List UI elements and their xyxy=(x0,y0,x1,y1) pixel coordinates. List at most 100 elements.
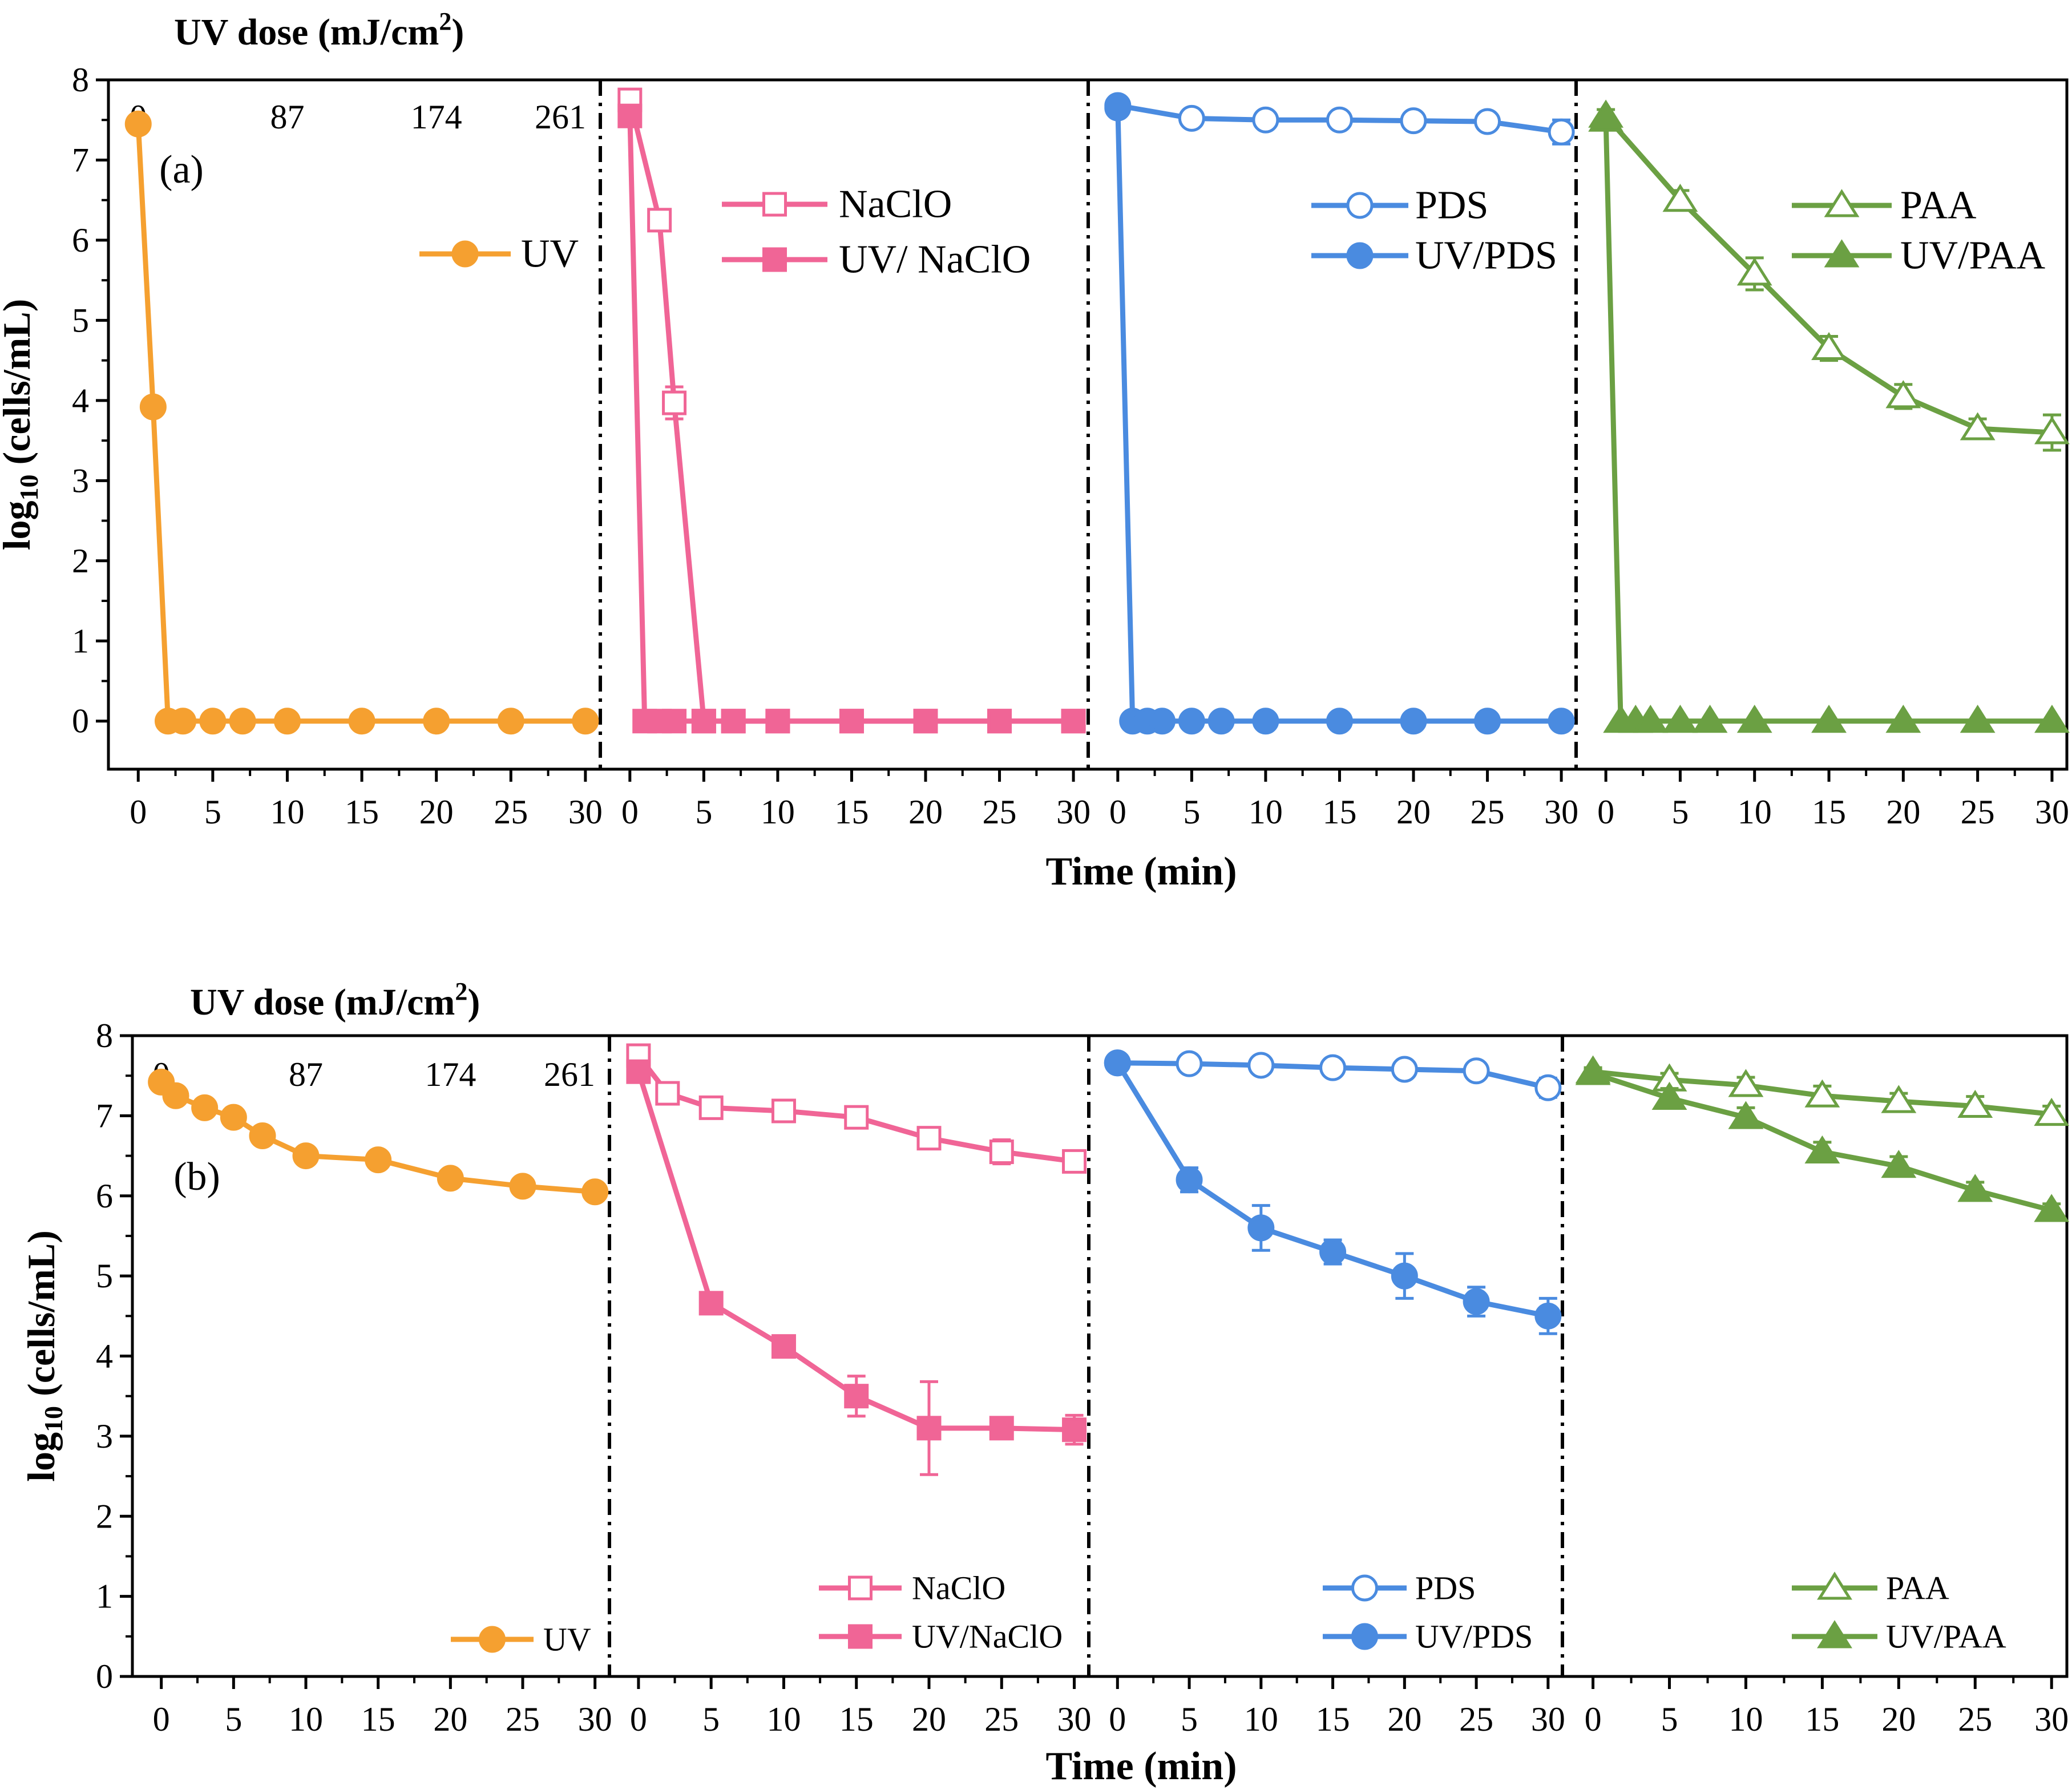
data-point-marker xyxy=(839,709,864,734)
legend-label: PAA xyxy=(1900,184,1977,228)
data-point-marker xyxy=(1326,708,1353,735)
y-tick-label: 1 xyxy=(72,622,89,660)
x-axis-label: Time (min) xyxy=(1045,850,1237,894)
legend-label: UV xyxy=(543,1621,591,1658)
legend-marker xyxy=(1346,242,1374,269)
x-tick-label: 15 xyxy=(361,1700,395,1738)
x-tick-label: 30 xyxy=(578,1700,612,1738)
data-point-marker xyxy=(1391,1056,1418,1083)
y-tick-label: 1 xyxy=(96,1578,113,1615)
data-point-marker xyxy=(249,1122,276,1149)
legend-entry: UV/PDS xyxy=(1323,1618,1533,1655)
data-point-marker xyxy=(124,110,152,138)
x-tick-label: 15 xyxy=(1316,1700,1350,1738)
x-tick-label: 0 xyxy=(153,1700,170,1738)
series-naclo xyxy=(626,1043,1087,1174)
data-point-marker xyxy=(581,1178,609,1206)
uv-dose-tick-label: 87 xyxy=(289,1056,323,1093)
data-point-marker xyxy=(1548,118,1575,146)
x-tick-label: 5 xyxy=(204,793,221,831)
y-tick-label: 6 xyxy=(72,221,89,259)
series-uv-naclo xyxy=(626,1059,1087,1476)
data-point-marker xyxy=(662,709,687,734)
legend-label: PAA xyxy=(1886,1570,1949,1607)
legend-entry: PAA xyxy=(1792,1570,1949,1607)
data-point-marker xyxy=(2034,416,2070,445)
y-tick-label: 0 xyxy=(96,1658,113,1695)
legend-entry: NaClO xyxy=(722,183,952,227)
data-point-marker xyxy=(1061,709,1086,734)
x-tick-label: 30 xyxy=(2034,1700,2069,1738)
data-point-marker xyxy=(1736,257,1772,286)
data-point-marker xyxy=(989,1140,1014,1165)
data-point-marker xyxy=(2034,705,2070,733)
x-tick-label: 20 xyxy=(433,1700,467,1738)
data-point-marker xyxy=(1881,1085,1917,1113)
data-point-marker xyxy=(989,1416,1014,1441)
x-tick-label: 30 xyxy=(1056,793,1090,831)
data-point-marker xyxy=(655,1081,680,1106)
data-point-marker xyxy=(1885,705,1921,733)
data-point-marker xyxy=(844,1384,869,1409)
panel-paa: PAA UV/PAA xyxy=(1575,1055,2070,1655)
data-point-marker xyxy=(509,1173,536,1200)
y-tick-label: 8 xyxy=(96,1017,113,1054)
data-point-marker xyxy=(1252,106,1279,134)
data-point-marker xyxy=(1326,106,1353,134)
data-point-marker xyxy=(1662,705,1698,733)
legend-label: UV xyxy=(521,232,579,276)
x-tick-label: 30 xyxy=(568,793,603,831)
y-axis-label: log10 (cells/mL) xyxy=(0,299,43,551)
data-point-marker xyxy=(292,1142,320,1170)
legend-marker xyxy=(1346,192,1374,219)
x-tick-label: 25 xyxy=(984,1700,1019,1738)
x-tick-label: 20 xyxy=(1881,1700,1916,1738)
x-tick-label: 30 xyxy=(2035,793,2069,831)
data-point-marker xyxy=(1736,705,1772,733)
x-tick-label: 10 xyxy=(766,1700,801,1738)
data-point-marker xyxy=(987,709,1012,734)
x-tick-label: 10 xyxy=(1249,793,1283,831)
data-point-marker xyxy=(1207,708,1235,735)
data-point-marker xyxy=(765,709,790,734)
data-point-marker xyxy=(647,208,672,233)
data-point-marker xyxy=(1104,94,1132,122)
x-tick-label: 15 xyxy=(1812,793,1846,831)
x-tick-label: 0 xyxy=(1585,1700,1602,1738)
panel-label: (a) xyxy=(159,148,204,192)
x-tick-label: 30 xyxy=(1057,1700,1092,1738)
uv-dose-title: UV dose (mJ/cm2) xyxy=(174,7,464,53)
legend-entry: PDS xyxy=(1323,1570,1476,1607)
x-tick-label: 15 xyxy=(834,793,869,831)
data-point-marker xyxy=(2034,1194,2070,1222)
data-point-marker xyxy=(1149,708,1176,735)
data-point-marker xyxy=(662,390,687,415)
data-point-marker xyxy=(1548,708,1575,735)
x-tick-label: 5 xyxy=(702,1700,720,1738)
data-point-marker xyxy=(1575,1057,1611,1085)
panel-uv: UV xyxy=(124,110,599,735)
legend-entry: UV xyxy=(419,232,579,276)
x-tick-label: 5 xyxy=(1661,1700,1678,1738)
legend-marker xyxy=(1351,1574,1378,1602)
x-tick-label: 10 xyxy=(1244,1700,1278,1738)
series-line xyxy=(135,124,585,724)
data-point-marker xyxy=(199,708,227,735)
legend-label: UV/ NaClO xyxy=(839,238,1031,282)
y-tick-label: 0 xyxy=(72,702,89,740)
data-point-marker xyxy=(1104,1049,1131,1077)
x-tick-label: 5 xyxy=(1183,793,1200,831)
x-tick-label: 25 xyxy=(1459,1700,1493,1738)
data-point-marker xyxy=(229,708,256,735)
data-point-marker xyxy=(771,1098,796,1124)
series-uv-paa xyxy=(1575,1057,2070,1222)
legend-entry: UV/PDS xyxy=(1311,234,1557,278)
y-tick-label: 2 xyxy=(96,1497,113,1535)
data-point-marker xyxy=(1804,1135,1840,1164)
legend-label: NaClO xyxy=(839,183,952,227)
data-point-marker xyxy=(1885,380,1921,409)
data-point-marker xyxy=(1811,332,1847,361)
x-tick-label: 25 xyxy=(1958,1700,1992,1738)
legend-marker xyxy=(1817,1620,1852,1648)
data-point-marker xyxy=(698,1291,724,1316)
